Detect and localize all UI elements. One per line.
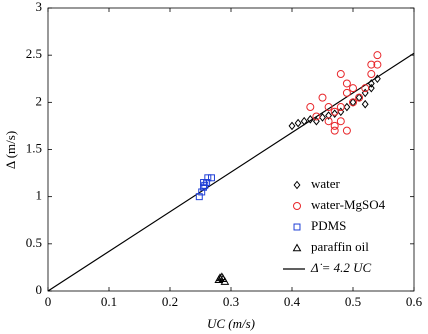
legend-marker [292, 243, 302, 252]
point [330, 107, 339, 116]
x-tick-label: 0.5 [345, 294, 361, 309]
point [361, 88, 369, 98]
y-tick-label: 1 [36, 188, 43, 203]
point [195, 193, 203, 201]
point [342, 126, 351, 135]
point [331, 109, 339, 118]
point [318, 93, 327, 102]
legend-marker [293, 223, 301, 231]
point [367, 60, 376, 69]
point [198, 188, 206, 196]
legend-label: PDMS [311, 218, 346, 233]
x-tick-label: 0.2 [162, 294, 178, 309]
y-tick-label: 0 [36, 282, 43, 297]
point [218, 274, 228, 283]
y-tick-label: 1.5 [26, 140, 42, 155]
point [367, 70, 376, 79]
x-tick-label: 0.3 [223, 294, 239, 309]
point [306, 115, 314, 124]
point [306, 103, 315, 112]
legend-marker [293, 202, 301, 210]
point [324, 117, 333, 126]
point [373, 51, 382, 60]
point [361, 99, 369, 109]
point [324, 103, 333, 112]
point [361, 84, 370, 93]
x-axis-label: UC (m/s) [207, 316, 255, 331]
legend-label: paraffin oil [311, 239, 369, 254]
point [208, 174, 215, 182]
point [336, 70, 345, 79]
point [319, 113, 326, 122]
point [294, 118, 302, 128]
point [373, 60, 382, 69]
point [288, 121, 296, 131]
y-tick-label: 3 [36, 0, 43, 14]
point [200, 179, 208, 186]
legend-marker [293, 180, 301, 190]
point [342, 88, 351, 97]
point [336, 117, 345, 126]
y-tick-label: 2 [36, 93, 43, 108]
point [367, 83, 375, 93]
x-tick-label: 0.1 [101, 294, 117, 309]
point [337, 107, 345, 117]
point [367, 79, 375, 88]
point [204, 174, 212, 182]
legend-label: Δ̇ = 4.2 UC [310, 260, 372, 275]
point [343, 102, 351, 112]
x-tick-label: 0 [45, 294, 52, 309]
legend-label: water [311, 176, 341, 191]
point [330, 121, 339, 130]
point [349, 98, 357, 107]
point [355, 93, 364, 102]
point [336, 103, 345, 112]
x-tick-label: 0.6 [406, 294, 423, 309]
y-tick-label: 2.5 [26, 46, 42, 61]
legend-label: water-MgSO4 [311, 197, 386, 212]
point [330, 126, 339, 135]
point [325, 111, 333, 120]
point [300, 116, 308, 126]
y-tick-label: 0.5 [26, 235, 42, 250]
point [349, 84, 357, 93]
fit-line [47, 52, 415, 292]
point [373, 74, 381, 84]
x-tick-label: 0.4 [284, 294, 301, 309]
y-axis-label: Δ (m/s) [3, 131, 18, 169]
point [312, 112, 321, 121]
point [342, 79, 351, 88]
point [312, 116, 320, 126]
